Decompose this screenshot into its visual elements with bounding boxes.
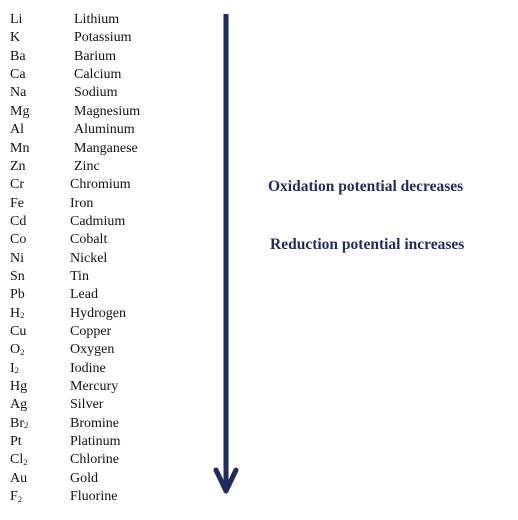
- element-symbol: Ba: [10, 48, 26, 66]
- element-name: Manganese: [74, 140, 138, 156]
- element-symbol-text: Li: [10, 12, 23, 27]
- element-symbol: Pt: [10, 433, 22, 451]
- element-name: Potassium: [74, 30, 132, 46]
- element-symbol: Co: [10, 231, 26, 249]
- element-symbol: Br2: [10, 415, 28, 433]
- element-name: Aluminum: [74, 122, 135, 138]
- element-symbol: Cl2: [10, 451, 28, 469]
- element-symbol: Al: [10, 121, 24, 139]
- element-symbol: Li: [10, 11, 22, 29]
- element-symbol-text: Fe: [10, 195, 24, 211]
- element-symbol: Mn: [10, 140, 29, 158]
- element-symbol: O2: [10, 341, 24, 359]
- element-name: Barium: [74, 48, 116, 64]
- element-symbol-text: Ca: [10, 67, 26, 83]
- element-symbol: Ca: [10, 66, 26, 84]
- element-name: Tin: [70, 268, 89, 284]
- element-symbol-text: Na: [10, 85, 27, 101]
- element-symbol-text: Cl: [10, 452, 24, 468]
- element-name: Oxygen: [70, 342, 115, 358]
- element-symbol: Cr: [10, 176, 24, 194]
- element-symbol-text: H: [10, 305, 21, 321]
- element-symbol-text: I: [10, 360, 15, 376]
- element-subscript: 2: [14, 365, 20, 376]
- element-symbol-text: Ba: [10, 48, 26, 64]
- element-symbol: Au: [10, 470, 27, 488]
- element-symbol-text: Hg: [10, 379, 28, 394]
- element-symbol-text: F: [10, 489, 18, 505]
- element-symbol-text: Al: [10, 122, 24, 138]
- element-symbol-text: Co: [10, 232, 27, 248]
- element-symbol-text: Zn: [10, 158, 26, 174]
- element-name: Iron: [70, 195, 94, 211]
- element-name: Gold: [70, 470, 98, 486]
- element-symbol-text: Sn: [10, 268, 25, 284]
- reduction-label: Reduction potential increases: [270, 236, 465, 253]
- element-name: Silver: [70, 397, 104, 413]
- element-name: Cobalt: [70, 232, 108, 248]
- element-symbol-text: Cr: [10, 177, 24, 193]
- element-name: Lead: [70, 287, 98, 303]
- element-name: Mercury: [70, 379, 119, 394]
- element-symbol-text: Ag: [10, 397, 28, 413]
- element-symbol: Ni: [10, 250, 24, 268]
- element-name: Platinum: [70, 434, 121, 450]
- element-subscript: 2: [20, 310, 25, 321]
- element-symbol: Zn: [10, 158, 26, 176]
- element-name: Iodine: [70, 360, 106, 376]
- element-name: Calcium: [74, 67, 122, 83]
- element-name: Chlorine: [70, 452, 119, 468]
- element-symbol-text: Pt: [10, 434, 22, 450]
- element-symbol-text: Au: [10, 470, 28, 486]
- oxidation-label: Oxidation potential decreases: [268, 178, 464, 195]
- element-symbol: Ag: [10, 396, 27, 414]
- element-subscript: 2: [20, 347, 25, 358]
- element-symbol: Cu: [10, 323, 26, 341]
- element-symbol: Mg: [10, 103, 29, 121]
- element-symbol: Hg: [10, 378, 27, 396]
- element-symbol-text: Br: [10, 415, 24, 431]
- element-subscript: 2: [17, 493, 23, 504]
- down-arrow-icon: [213, 14, 239, 494]
- element-symbol-text: Cu: [10, 324, 27, 339]
- element-name: Magnesium: [74, 103, 141, 119]
- element-name: Zinc: [74, 158, 100, 174]
- element-symbol-text: Cd: [10, 213, 27, 229]
- element-name: Lithium: [74, 12, 120, 27]
- element-name: Cadmium: [70, 213, 126, 229]
- element-symbol-text: Mn: [10, 140, 30, 156]
- element-symbol-text: O: [10, 342, 21, 358]
- element-symbol: Cd: [10, 213, 26, 231]
- element-symbol: Na: [10, 84, 26, 102]
- element-symbol: I2: [10, 360, 19, 378]
- element-name: Nickel: [70, 250, 108, 266]
- element-symbol: F2: [10, 488, 22, 506]
- element-subscript: 2: [23, 457, 28, 468]
- element-name: Hydrogen: [70, 305, 126, 321]
- element-symbol-text: Pb: [10, 287, 25, 303]
- element-symbol: Pb: [10, 286, 25, 304]
- element-name: Copper: [70, 324, 112, 339]
- element-subscript: 2: [24, 420, 29, 431]
- element-symbol-text: Mg: [10, 103, 30, 119]
- element-symbol: Fe: [10, 195, 24, 213]
- element-symbol: Sn: [10, 268, 25, 286]
- element-name: Chromium: [70, 177, 131, 193]
- element-name: Bromine: [70, 415, 119, 431]
- element-name: Fluorine: [70, 489, 118, 505]
- element-symbol: K: [10, 29, 20, 47]
- arrow-head: [213, 467, 239, 494]
- element-symbol: H2: [10, 305, 24, 323]
- element-symbol-text: K: [10, 30, 21, 46]
- element-symbol-text: Ni: [10, 250, 24, 266]
- element-name: Sodium: [74, 85, 118, 101]
